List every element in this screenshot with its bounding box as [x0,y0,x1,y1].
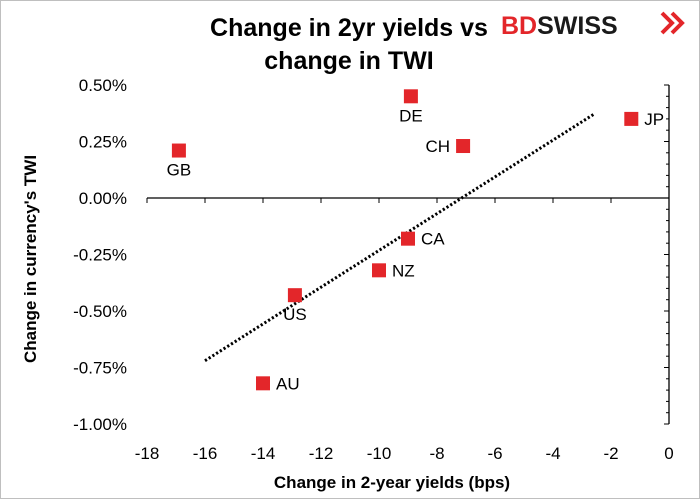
data-label-us: US [283,305,307,324]
brand-logo-part-1: BD [501,12,537,40]
data-point-de [403,89,418,104]
y-tick-label: -0.75% [73,359,127,378]
trendline-line [204,113,595,362]
y-tick-label: 0.25% [79,133,127,152]
data-point-au [256,376,270,391]
chevron-double-icon [660,11,685,35]
x-tick-label: -18 [135,444,160,463]
y-tick-label: 0.00% [79,189,127,208]
y-tick-label: 0.50% [79,76,127,95]
chart-title-line-2: change in TWI [264,47,433,75]
x-tick-label: -8 [429,444,444,463]
y-axis-title: Change in currency's TWI [21,155,40,363]
y-tick-label: -0.25% [73,246,127,265]
data-point-ca [401,231,415,246]
x-tick-label: -4 [545,444,560,463]
data-label-nz: NZ [392,261,415,280]
trendline [204,113,595,362]
data-point-gb [171,143,186,158]
data-label-de: DE [399,106,423,125]
data-label-au: AU [276,374,300,393]
chart-title-line-1: Change in 2yr yields vs [210,14,488,42]
brand-logo-part-2: SWISS [537,12,618,40]
y-tick-label: -1.00% [73,415,127,434]
x-tick-label: -6 [487,444,502,463]
x-tick-label: -16 [193,444,218,463]
data-point-ch [456,139,471,154]
x-tick-label: -12 [309,444,334,463]
x-axis-title: Change in 2-year yields (bps) [274,473,510,492]
y-tick-label: -0.50% [73,302,127,321]
data-label-ch: CH [426,137,451,156]
data-point-nz [372,263,386,278]
x-tick-label: 0 [664,444,673,463]
x-tick-label: -2 [603,444,618,463]
brand-logo: BDSWISS [501,11,685,40]
data-label-gb: GB [167,161,192,180]
data-label-ca: CA [421,230,445,249]
x-tick-label: -14 [251,444,276,463]
data-label-jp: JP [644,110,664,129]
svg-text:BDSWISS: BDSWISS [501,12,618,40]
data-point-us [287,288,302,303]
data-point-jp [624,111,639,126]
x-tick-label: -10 [367,444,392,463]
axes: -18 -16 -14 -12 -10 -8 -6 -4 -2 0 0.50% 0.25% 0.00% -… [73,76,674,463]
